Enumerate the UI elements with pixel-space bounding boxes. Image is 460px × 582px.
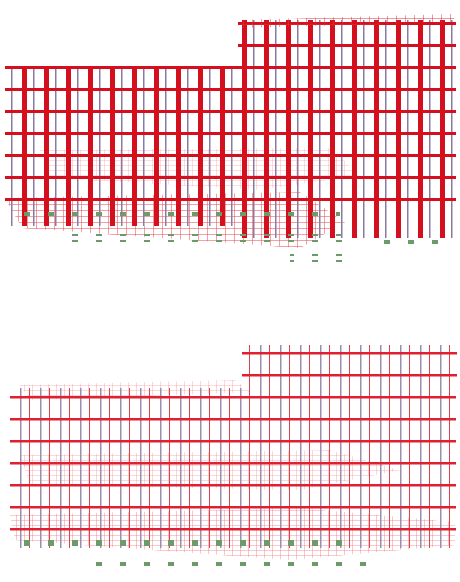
supports xyxy=(12,540,342,548)
floor-beams xyxy=(238,18,456,218)
frame-model-bottom xyxy=(10,345,457,570)
floor-beams xyxy=(5,64,270,214)
supports xyxy=(10,212,340,220)
floor-beams xyxy=(10,390,456,540)
floor-beams xyxy=(242,348,457,392)
roof-mesh xyxy=(238,14,456,28)
supports xyxy=(60,234,350,242)
supports xyxy=(90,562,370,570)
supports xyxy=(370,236,450,244)
supports xyxy=(290,254,350,262)
frame-model-top xyxy=(5,14,456,262)
